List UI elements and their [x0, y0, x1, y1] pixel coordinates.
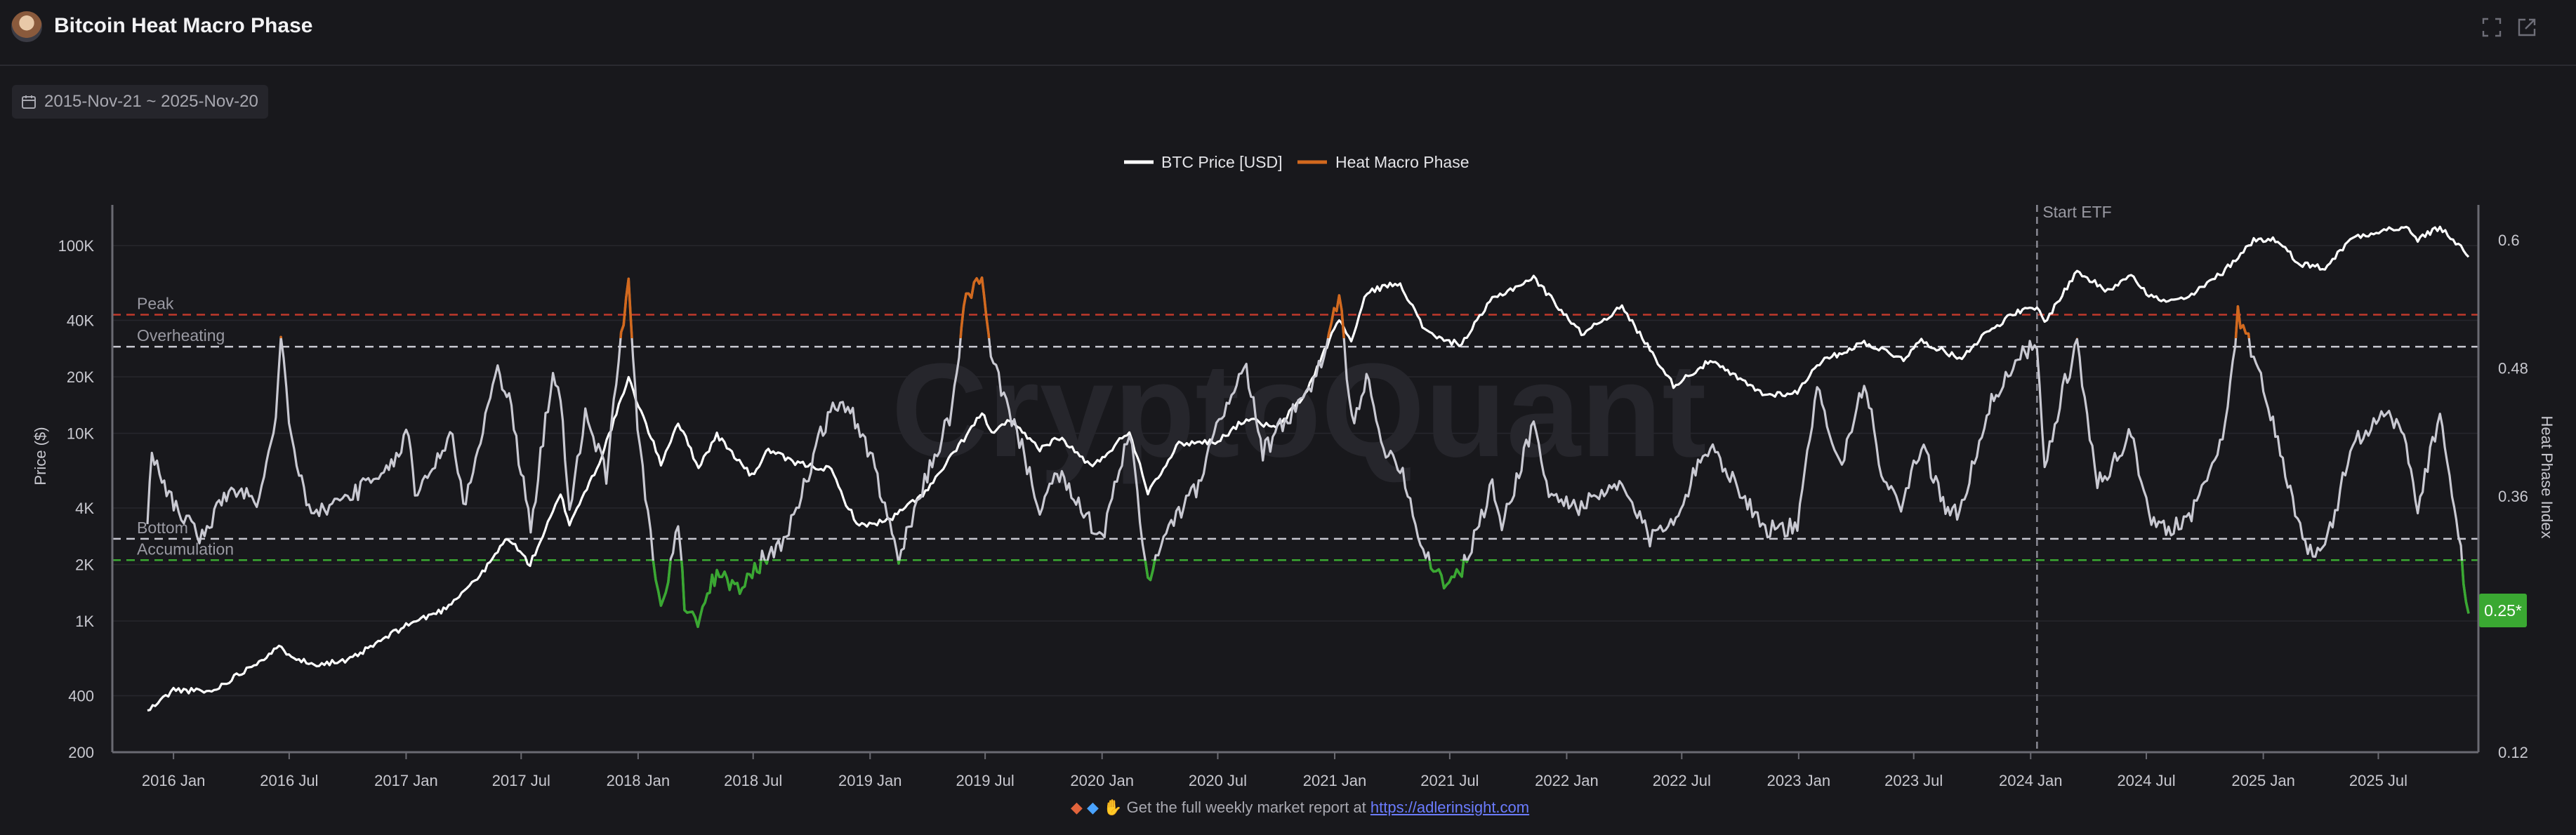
threshold-label-peak: Peak — [137, 294, 174, 312]
date-range-picker[interactable]: 2015-Nov-21 ~ 2025-Nov-20 — [12, 85, 268, 119]
watermark: CryptoQuant — [891, 336, 1706, 485]
x-tick-2025-Jan: 2025 Jan — [2231, 772, 2295, 789]
x-tick-2019-Jan: 2019 Jan — [838, 772, 902, 789]
gem-icon: ◆ — [1087, 799, 1099, 816]
x-tick-2016-Jul: 2016 Jul — [260, 772, 318, 789]
x-tick-2018-Jan: 2018 Jan — [607, 772, 671, 789]
btc-price-line — [147, 225, 2470, 712]
legend: BTC Price [USD] Heat Macro Phase — [1124, 153, 1469, 171]
legend-item-price[interactable]: BTC Price [USD] — [1124, 153, 1283, 171]
x-tick-2020-Jul: 2020 Jul — [1189, 772, 1247, 789]
legend-item-heat[interactable]: Heat Macro Phase — [1297, 153, 1469, 171]
y-left-tick-4K: 4K — [75, 500, 94, 517]
footer-link[interactable]: https://adlerinsight.com — [1370, 799, 1530, 816]
x-tick-2024-Jul: 2024 Jul — [2117, 772, 2175, 789]
expand-icon[interactable] — [2481, 17, 2502, 38]
avatar — [11, 11, 42, 42]
event-label-start-etf: Start ETF — [2042, 203, 2111, 221]
current-value-badge: 0.25* — [2479, 594, 2527, 627]
x-tick-2023-Jul: 2023 Jul — [1884, 772, 1943, 789]
x-tick-2023-Jan: 2023 Jan — [1767, 772, 1831, 789]
legend-label-heat: Heat Macro Phase — [1335, 153, 1469, 171]
y-left-tick-1K: 1K — [75, 613, 94, 630]
page-title: Bitcoin Heat Macro Phase — [54, 14, 313, 37]
open-icon[interactable] — [2516, 17, 2537, 38]
y-left-tick-100K: 100K — [58, 237, 95, 255]
x-tick-2022-Jul: 2022 Jul — [1653, 772, 1711, 789]
threshold-label-bottom: Bottom — [137, 519, 188, 537]
current-value-text: 0.25* — [2484, 601, 2522, 620]
header-bar: Bitcoin Heat Macro Phase — [0, 0, 2576, 66]
calendar-icon — [22, 95, 36, 109]
y-right-tick-0.6: 0.6 — [2498, 232, 2520, 249]
x-tick-2025-Jul: 2025 Jul — [2349, 772, 2407, 789]
x-tick-2018-Jul: 2018 Jul — [724, 772, 782, 789]
x-tick-2022-Jan: 2022 Jan — [1535, 772, 1599, 789]
footer-text: Get the full weekly market report at — [1126, 799, 1366, 816]
threshold-label-accumulation: Accumulation — [137, 540, 234, 558]
hands-icon: ✋ — [1103, 799, 1123, 816]
y-left-tick-400: 400 — [68, 687, 94, 704]
legend-label-price: BTC Price [USD] — [1161, 153, 1283, 171]
diamond-icon: ◆ — [1071, 799, 1083, 816]
x-tick-2017-Jul: 2017 Jul — [492, 772, 550, 789]
heat-macro-phase-line — [146, 276, 2470, 628]
x-tick-2021-Jan: 2021 Jan — [1303, 772, 1367, 789]
y-left-tick-40K: 40K — [67, 312, 94, 329]
right-axis-label: Heat Phase Index — [2538, 416, 2556, 539]
x-tick-2016-Jan: 2016 Jan — [142, 772, 206, 789]
y-left-tick-2K: 2K — [75, 556, 94, 573]
x-tick-2021-Jul: 2021 Jul — [1420, 772, 1479, 789]
left-axis-label: Price ($) — [32, 427, 49, 485]
x-tick-2024-Jan: 2024 Jan — [1999, 772, 2063, 789]
y-left-tick-200: 200 — [68, 744, 94, 761]
y-left-tick-10K: 10K — [67, 425, 94, 443]
y-right-tick-0.36: 0.36 — [2498, 488, 2528, 505]
y-right-tick-0.48: 0.48 — [2498, 360, 2528, 378]
x-tick-2020-Jan: 2020 Jan — [1070, 772, 1134, 789]
x-tick-2017-Jan: 2017 Jan — [374, 772, 438, 789]
y-right-tick-0.12: 0.12 — [2498, 744, 2528, 761]
threshold-label-overheating: Overheating — [137, 326, 225, 345]
y-left-tick-20K: 20K — [67, 368, 94, 386]
footer-note: ◆ ◆ ✋ Get the full weekly market report … — [1071, 799, 1529, 817]
date-range-label: 2015-Nov-21 ~ 2025-Nov-20 — [44, 92, 258, 111]
x-tick-2019-Jul: 2019 Jul — [956, 772, 1015, 789]
